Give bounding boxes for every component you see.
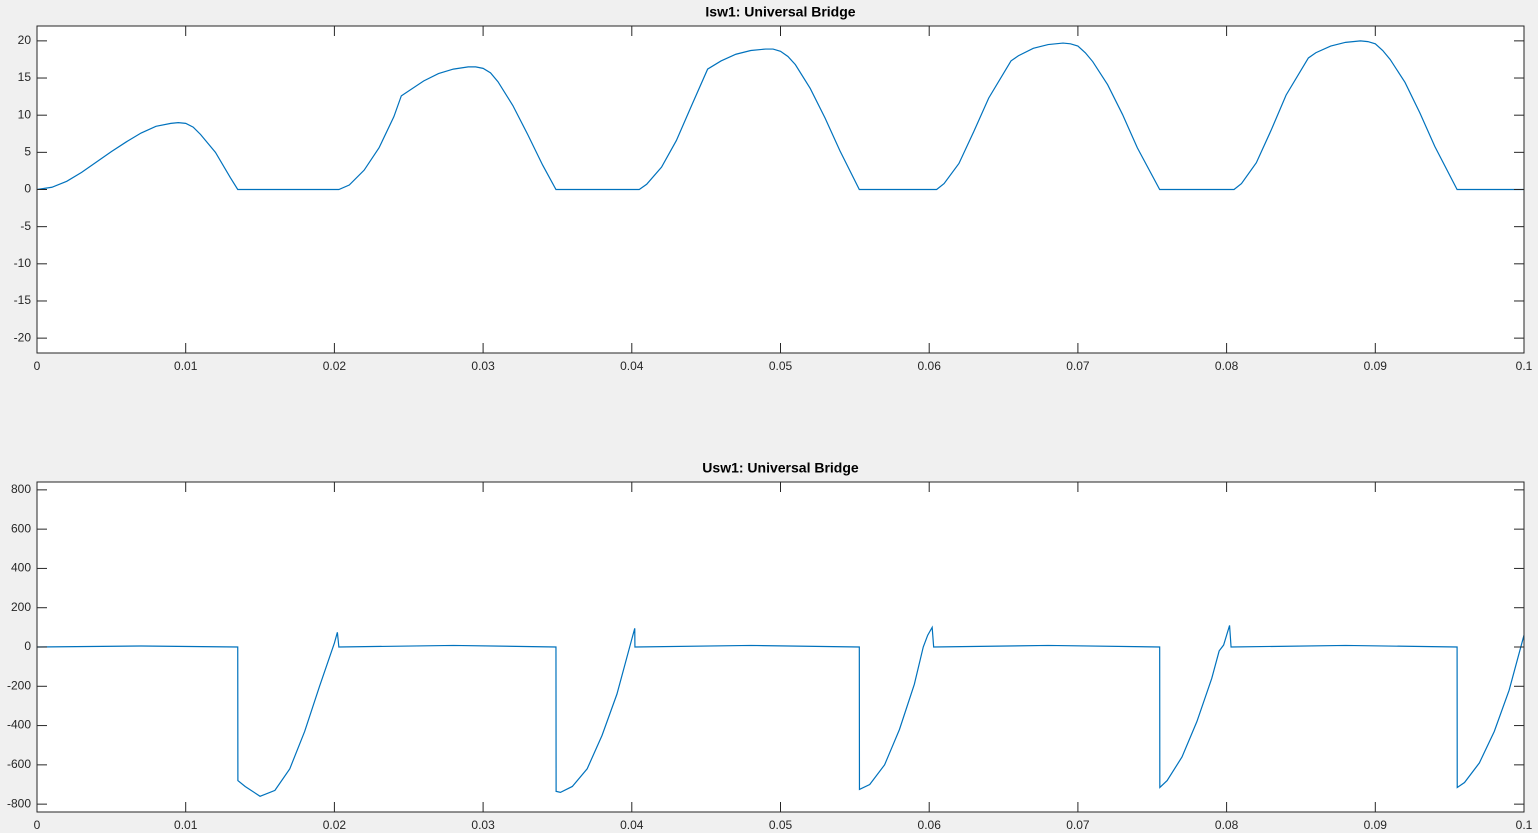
y-tick-label: 20 [18, 33, 32, 47]
x-tick-label: 0.09 [1364, 818, 1388, 832]
y-tick-label: -200 [7, 678, 31, 692]
x-tick-label: 0.08 [1215, 359, 1239, 373]
x-tick-label: 0 [34, 359, 41, 373]
x-tick-label: 0.03 [471, 359, 495, 373]
chart-title: Usw1: Universal Bridge [702, 460, 859, 476]
data-line [37, 625, 1524, 797]
x-tick-label: 0.08 [1215, 818, 1239, 832]
y-tick-label: 0 [24, 639, 31, 653]
x-tick-label: 0.06 [918, 359, 942, 373]
x-tick-label: 0 [34, 818, 41, 832]
x-tick-label: 0.01 [174, 359, 198, 373]
y-tick-label: -5 [20, 219, 31, 233]
y-tick-label: 800 [11, 482, 31, 496]
y-tick-label: -20 [14, 330, 32, 344]
y-tick-label: 600 [11, 521, 31, 535]
axes-box [36, 481, 1525, 813]
chart-title: Isw1: Universal Bridge [705, 4, 855, 20]
axes-box [36, 25, 1525, 354]
y-tick-label: 10 [18, 107, 32, 121]
y-tick-label: 200 [11, 600, 31, 614]
y-tick-label: 15 [18, 70, 32, 84]
data-line [37, 40, 1524, 191]
y-tick-label: 5 [24, 145, 31, 159]
x-tick-label: 0.1 [1516, 818, 1533, 832]
x-tick-label: 0.02 [323, 359, 347, 373]
x-tick-label: 0.07 [1066, 818, 1090, 832]
y-tick-label: 400 [11, 561, 31, 575]
y-tick-label: -10 [14, 256, 32, 270]
x-tick-label: 0.04 [620, 359, 644, 373]
x-tick-label: 0.01 [174, 818, 198, 832]
x-tick-label: 0.04 [620, 818, 644, 832]
y-tick-label: -400 [7, 718, 31, 732]
y-tick-label: -800 [7, 796, 31, 810]
y-tick-label: -15 [14, 293, 32, 307]
x-tick-label: 0.05 [769, 359, 793, 373]
x-tick-label: 0.1 [1516, 359, 1533, 373]
y-tick-label: 0 [24, 182, 31, 196]
x-tick-label: 0.05 [769, 818, 793, 832]
x-tick-label: 0.09 [1364, 359, 1388, 373]
x-tick-label: 0.06 [918, 818, 942, 832]
axes-background [37, 482, 1524, 812]
y-tick-label: -600 [7, 757, 31, 771]
x-tick-label: 0.03 [471, 818, 495, 832]
x-tick-label: 0.07 [1066, 359, 1090, 373]
x-tick-label: 0.02 [323, 818, 347, 832]
